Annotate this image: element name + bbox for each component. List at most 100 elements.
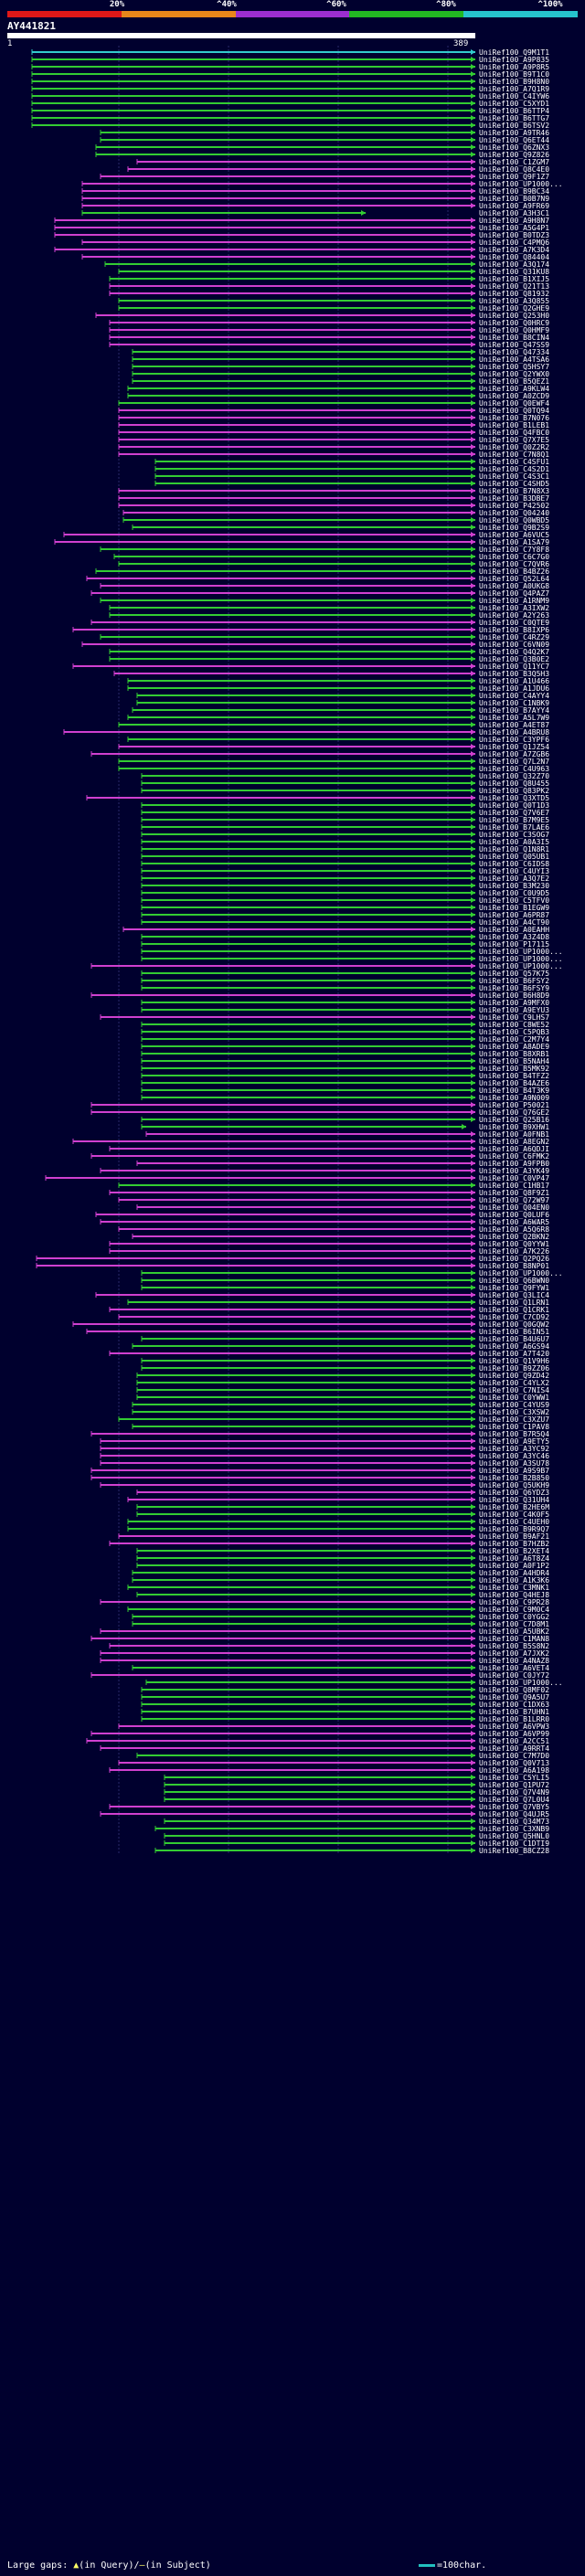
- hit-row[interactable]: UniRef100_A8EGN2: [72, 1138, 549, 1146]
- hit-label[interactable]: UniRef100_A6GS94: [479, 1342, 549, 1351]
- hit-label[interactable]: UniRef100_C0VP47: [479, 1174, 549, 1182]
- hit-label[interactable]: UniRef100_Q4Q2K7: [479, 648, 549, 656]
- hit-label[interactable]: UniRef100_A8ADE9: [479, 1043, 549, 1051]
- hit-row[interactable]: UniRef100_Q1N8R1: [141, 845, 549, 853]
- hit-row[interactable]: UniRef100_B7N8X3: [118, 487, 549, 495]
- hit-row[interactable]: UniRef100_B9R9Q7: [127, 1525, 549, 1533]
- hit-label[interactable]: UniRef100_A6A198: [479, 1766, 549, 1775]
- hit-row[interactable]: UniRef100_B8NP01: [36, 1262, 549, 1270]
- hit-label[interactable]: UniRef100_Q8F9Z1: [479, 1189, 549, 1197]
- hit-label[interactable]: UniRef100_C4IYW6: [479, 92, 549, 101]
- hit-row[interactable]: UniRef100_A2CC51: [86, 1737, 549, 1745]
- hit-label[interactable]: UniRef100_C4RZ29: [479, 633, 549, 641]
- hit-row[interactable]: UniRef100_A9P835: [31, 56, 549, 64]
- hit-label[interactable]: UniRef100_A7T420: [479, 1350, 549, 1358]
- hit-row[interactable]: UniRef100_C9M0C4: [127, 1606, 549, 1614]
- hit-row[interactable]: UniRef100_B7UHN1: [141, 1708, 549, 1716]
- hit-label[interactable]: UniRef100_A7JXK2: [479, 1649, 549, 1658]
- hit-label[interactable]: UniRef100_C0U9D5: [479, 889, 549, 897]
- hit-row[interactable]: UniRef100_Q0EWF4: [118, 399, 549, 408]
- hit-label[interactable]: UniRef100_Q9ZD42: [479, 1372, 549, 1380]
- hit-row[interactable]: UniRef100_C4IYW6: [31, 92, 549, 101]
- hit-label[interactable]: UniRef100_C6IDS8: [479, 860, 549, 868]
- hit-row[interactable]: UniRef100_Q0TQ94: [118, 407, 549, 415]
- hit-label[interactable]: UniRef100_A5L7W9: [479, 714, 549, 722]
- hit-label[interactable]: UniRef100_B6TTP4: [479, 107, 549, 115]
- hit-row[interactable]: UniRef100_C3YPF6: [127, 736, 549, 744]
- hit-label[interactable]: UniRef100_Q0TQ94: [479, 407, 549, 415]
- hit-row[interactable]: UniRef100_Q4PAZ7: [90, 589, 549, 598]
- hit-label[interactable]: UniRef100_Q3XTD5: [479, 794, 549, 802]
- hit-label[interactable]: UniRef100_B3M230: [479, 882, 549, 890]
- hit-row[interactable]: UniRef100_C7M7D0: [136, 1752, 549, 1760]
- hit-row[interactable]: UniRef100_Q5HNL0: [164, 1832, 549, 1840]
- hit-row[interactable]: UniRef100_Q2BKN2: [132, 1233, 549, 1241]
- hit-row[interactable]: UniRef100_C0QTE9: [90, 619, 549, 627]
- hit-row[interactable]: UniRef100_B3Q5H3: [113, 670, 549, 678]
- hit-label[interactable]: UniRef100_Q0WBD5: [479, 516, 549, 525]
- hit-row[interactable]: UniRef100_C3XZU7: [118, 1415, 549, 1424]
- hit-row[interactable]: UniRef100_A2Y263: [109, 611, 549, 620]
- hit-row[interactable]: UniRef100_A4CT90: [141, 918, 549, 927]
- hit-label[interactable]: UniRef100_Q9M1T1: [479, 48, 549, 57]
- hit-label[interactable]: UniRef100_Q47SS9: [479, 341, 549, 349]
- hit-label[interactable]: UniRef100_C9PR28: [479, 1598, 549, 1606]
- hit-row[interactable]: UniRef100_C6FMK2: [90, 1152, 549, 1161]
- hit-row[interactable]: UniRef100_Q2GHE9: [118, 304, 549, 313]
- hit-row[interactable]: UniRef100_Q7V6E7: [141, 809, 549, 817]
- hit-label[interactable]: UniRef100_B0B7N9: [479, 195, 549, 203]
- hit-label[interactable]: UniRef100_A0ZCD9: [479, 392, 549, 400]
- hit-label[interactable]: UniRef100_C4S2D1: [479, 465, 549, 473]
- hit-row[interactable]: UniRef100_Q25B16: [141, 1116, 549, 1124]
- hit-row[interactable]: UniRef100_Q4FBC0: [118, 429, 549, 437]
- hit-row[interactable]: UniRef100_Q83PK2: [141, 787, 549, 795]
- hit-row[interactable]: UniRef100_B2HE6M: [136, 1503, 549, 1511]
- hit-label[interactable]: UniRef100_Q5HNL0: [479, 1832, 549, 1840]
- hit-row[interactable]: UniRef100_A5Q6R8: [118, 1225, 549, 1234]
- hit-label[interactable]: UniRef100_Q7V4N9: [479, 1788, 549, 1797]
- hit-label[interactable]: UniRef100_A9TR46: [479, 129, 549, 137]
- hit-row[interactable]: UniRef100_A9EYU3: [141, 1006, 549, 1014]
- hit-row[interactable]: UniRef100_C5YLI5: [164, 1774, 549, 1782]
- hit-row[interactable]: UniRef100_UP1000...: [81, 180, 563, 188]
- hit-row[interactable]: UniRef100_B3DBE7: [118, 494, 549, 503]
- hit-label[interactable]: UniRef100_B8CZ28: [479, 1847, 549, 1855]
- hit-label[interactable]: UniRef100_B9R9Q7: [479, 1525, 549, 1533]
- hit-label[interactable]: UniRef100_B1XIJ5: [479, 275, 549, 283]
- hit-label[interactable]: UniRef100_Q52L64: [479, 575, 549, 583]
- hit-row[interactable]: UniRef100_Q5HSY7: [132, 363, 549, 371]
- hit-label[interactable]: UniRef100_C3SOG7: [479, 831, 549, 839]
- hit-row[interactable]: UniRef100_Q253H0: [95, 312, 549, 320]
- hit-row[interactable]: UniRef100_C0YWW1: [136, 1394, 549, 1402]
- hit-label[interactable]: UniRef100_Q7VBY5: [479, 1803, 549, 1811]
- hit-row[interactable]: UniRef100_UP1000...: [90, 962, 563, 970]
- hit-row[interactable]: UniRef100_C5TFV0: [141, 896, 549, 905]
- hit-row[interactable]: UniRef100_Q8U455: [141, 779, 549, 788]
- hit-row[interactable]: UniRef100_A9ETY5: [100, 1437, 549, 1446]
- hit-label[interactable]: UniRef100_Q9Z826: [479, 151, 549, 159]
- hit-label[interactable]: UniRef100_A9N009: [479, 1094, 549, 1102]
- hit-label[interactable]: UniRef100_A9EYU3: [479, 1006, 549, 1014]
- hit-label[interactable]: UniRef100_Q0T1D3: [479, 801, 549, 810]
- hit-label[interactable]: UniRef100_B9XHW1: [479, 1123, 549, 1131]
- hit-row[interactable]: UniRef100_B1EGW9: [141, 904, 549, 912]
- hit-row[interactable]: UniRef100_A6A198: [109, 1766, 549, 1775]
- hit-label[interactable]: UniRef100_C0JY72: [479, 1671, 549, 1680]
- hit-label[interactable]: UniRef100_C4SHD5: [479, 480, 549, 488]
- hit-label[interactable]: UniRef100_A3Q7E2: [479, 875, 549, 883]
- hit-label[interactable]: UniRef100_C1HB17: [479, 1182, 549, 1190]
- hit-label[interactable]: UniRef100_A6QDJI: [479, 1145, 549, 1153]
- hit-row[interactable]: UniRef100_Q7VBY5: [109, 1803, 549, 1811]
- hit-label[interactable]: UniRef100_Q2BKN2: [479, 1233, 549, 1241]
- hit-label[interactable]: UniRef100_Q32Z70: [479, 772, 549, 780]
- hit-row[interactable]: UniRef100_Q4Q2K7: [109, 648, 549, 656]
- hit-label[interactable]: UniRef100_Q7L0U4: [479, 1796, 549, 1804]
- hit-row[interactable]: UniRef100_Q1JZ54: [118, 743, 549, 751]
- hit-row[interactable]: UniRef100_Q6ET44: [100, 136, 549, 144]
- hit-label[interactable]: UniRef100_A2CC51: [479, 1737, 549, 1745]
- hit-row[interactable]: UniRef100_Q1CRK1: [109, 1306, 549, 1314]
- hit-label[interactable]: UniRef100_B8XRB1: [479, 1050, 549, 1058]
- hit-row[interactable]: UniRef100_C4SHD5: [154, 480, 549, 488]
- hit-row[interactable]: UniRef100_C7NIS4: [136, 1386, 549, 1394]
- hit-row[interactable]: UniRef100_A0UKG8: [100, 582, 549, 590]
